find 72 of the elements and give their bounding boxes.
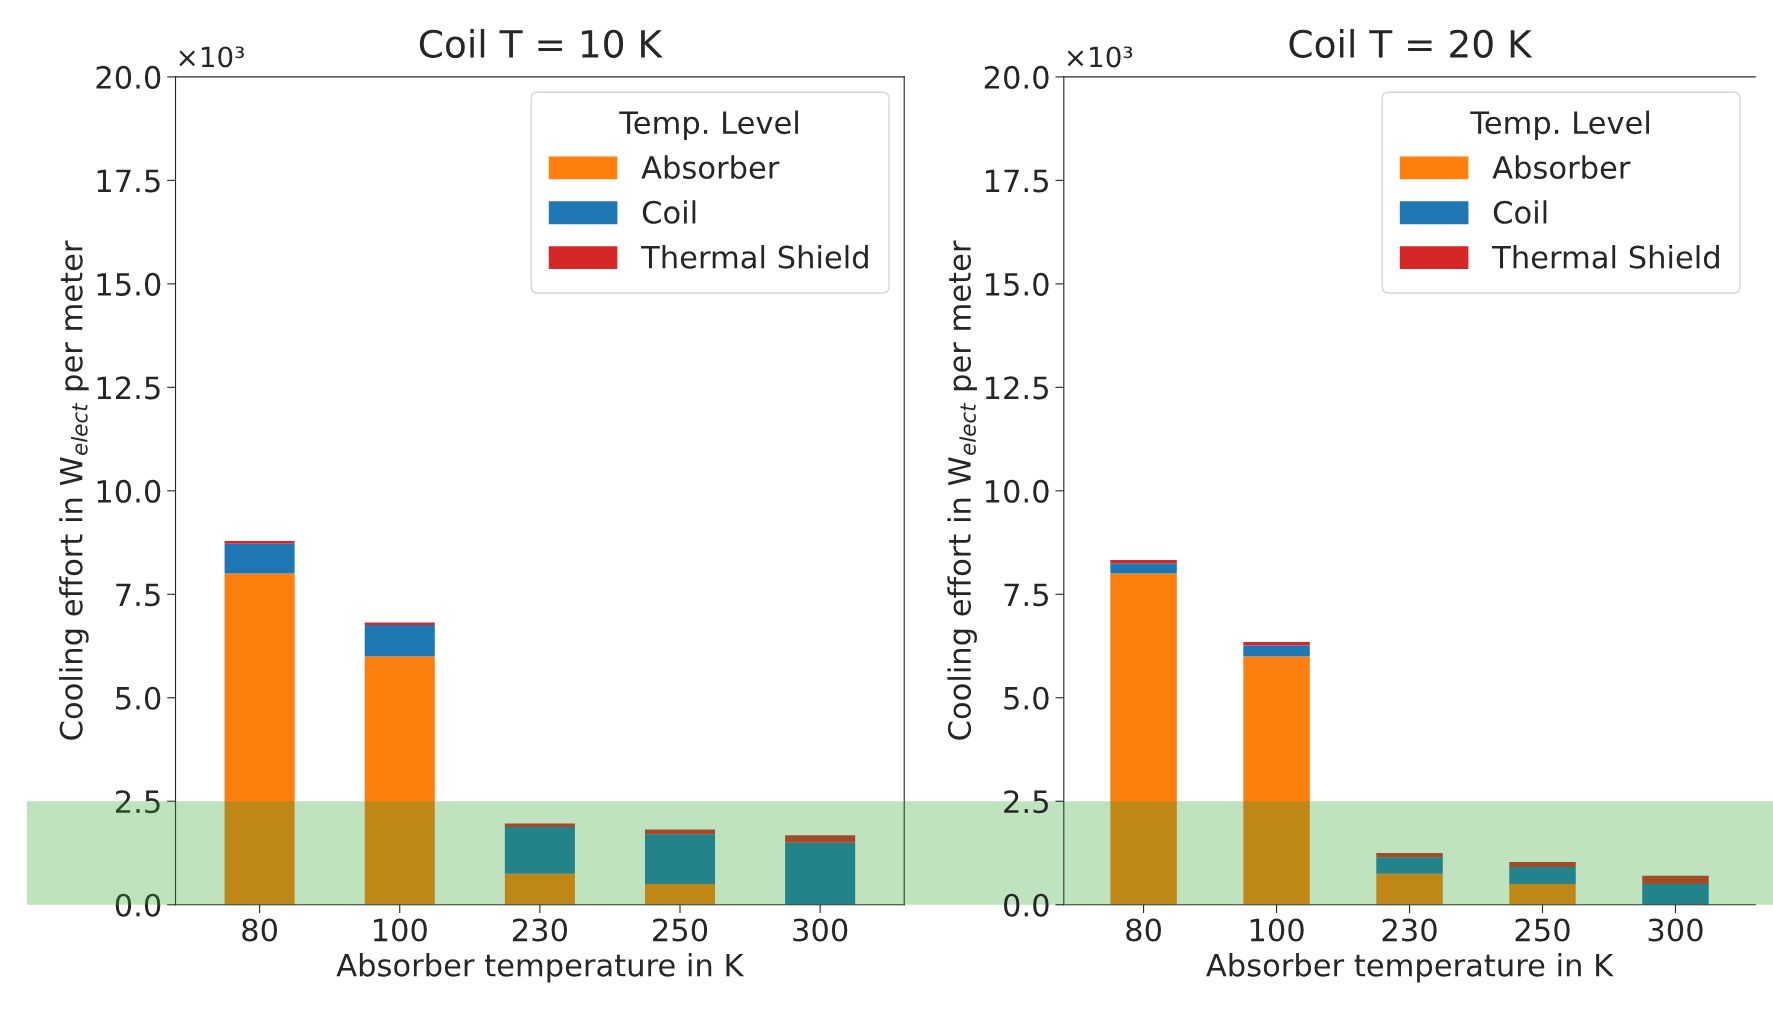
bar bbox=[1110, 559, 1177, 564]
bar bbox=[1509, 884, 1576, 905]
y-tick-label: 12.5 bbox=[97, 376, 160, 400]
legend-label: Thermal Shield bbox=[641, 245, 868, 269]
y-tick-label: 2.5 bbox=[1004, 790, 1048, 814]
y-axis-title: Cooling effort in W$_{elect}$ per meter bbox=[59, 240, 89, 740]
bar bbox=[504, 826, 575, 874]
y-tick-label: 20.0 bbox=[984, 65, 1049, 89]
y-tick-label: 2.5 bbox=[115, 790, 160, 814]
y-tick-label: 10.0 bbox=[97, 479, 161, 503]
x-tick-label: 230 bbox=[512, 918, 568, 942]
legend-label: Thermal Shield bbox=[1492, 245, 1719, 269]
legend-title: Temp. Level bbox=[619, 110, 798, 141]
x-tick-label: 100 bbox=[1250, 918, 1304, 942]
x-tick-label: 300 bbox=[1648, 918, 1703, 942]
y-tick-label: 0.0 bbox=[1004, 893, 1049, 917]
bar bbox=[364, 656, 435, 905]
bar bbox=[504, 873, 575, 905]
x-tick-label: 250 bbox=[653, 918, 708, 942]
y-tick-label: 7.5 bbox=[116, 583, 160, 607]
bar bbox=[1642, 884, 1709, 905]
y-tick-label: 10.0 bbox=[985, 479, 1049, 503]
legend-label: Absorber bbox=[1492, 155, 1631, 180]
bar bbox=[644, 884, 716, 905]
legend-label: Absorber bbox=[641, 155, 780, 180]
bar bbox=[1110, 563, 1177, 574]
bar bbox=[1509, 867, 1576, 885]
bar bbox=[364, 624, 435, 657]
text: ×10³ bbox=[1067, 46, 1133, 68]
bar bbox=[785, 842, 856, 905]
x-tick-label: 250 bbox=[1515, 918, 1570, 942]
y-tick-label: 0.0 bbox=[115, 893, 161, 917]
bar bbox=[1376, 857, 1443, 874]
y-tick-label: 5.0 bbox=[1004, 686, 1049, 710]
bar bbox=[1110, 573, 1177, 905]
y-tick-label: 20.0 bbox=[96, 65, 161, 89]
chart-title: Coil T = 10 K bbox=[419, 28, 663, 58]
bar bbox=[224, 543, 295, 574]
bar bbox=[1243, 641, 1310, 646]
x-tick-label: 100 bbox=[373, 918, 427, 942]
text: ×10³ bbox=[179, 46, 244, 68]
x-axis-title: Absorber temperature in K bbox=[1206, 953, 1614, 983]
y-tick-label: 17.5 bbox=[985, 169, 1048, 193]
bar bbox=[1509, 862, 1576, 868]
legend-label: Coil bbox=[642, 200, 696, 224]
x-tick-label: 80 bbox=[1126, 918, 1161, 942]
legend-title: Temp. Level bbox=[1470, 110, 1649, 141]
x-tick-label: 80 bbox=[242, 918, 278, 942]
y-tick-label: 15.0 bbox=[97, 272, 161, 296]
x-axis-title: Absorber temperature in K bbox=[336, 953, 745, 983]
x-tick-label: 300 bbox=[793, 918, 848, 942]
bar bbox=[504, 823, 575, 827]
bar bbox=[224, 573, 295, 905]
bar bbox=[1243, 656, 1310, 905]
bar bbox=[1376, 873, 1443, 905]
bar bbox=[1376, 852, 1443, 858]
bar bbox=[785, 835, 856, 843]
x-tick-label: 230 bbox=[1382, 918, 1437, 942]
bar bbox=[644, 829, 716, 835]
bar bbox=[644, 834, 716, 885]
bar bbox=[224, 540, 295, 544]
y-tick-label: 15.0 bbox=[985, 272, 1049, 296]
bar bbox=[1642, 875, 1709, 885]
bar bbox=[1243, 645, 1310, 657]
bar bbox=[364, 622, 435, 625]
y-tick-label: 17.5 bbox=[97, 169, 160, 193]
y-tick-label: 5.0 bbox=[116, 686, 161, 710]
legend-label: Coil bbox=[1493, 200, 1547, 224]
chart-title: Coil T = 20 K bbox=[1289, 28, 1533, 58]
y-tick-label: 7.5 bbox=[1004, 583, 1048, 607]
y-tick-label: 12.5 bbox=[985, 376, 1048, 400]
y-axis-title: Cooling effort in W$_{elect}$ per meter bbox=[947, 240, 977, 740]
